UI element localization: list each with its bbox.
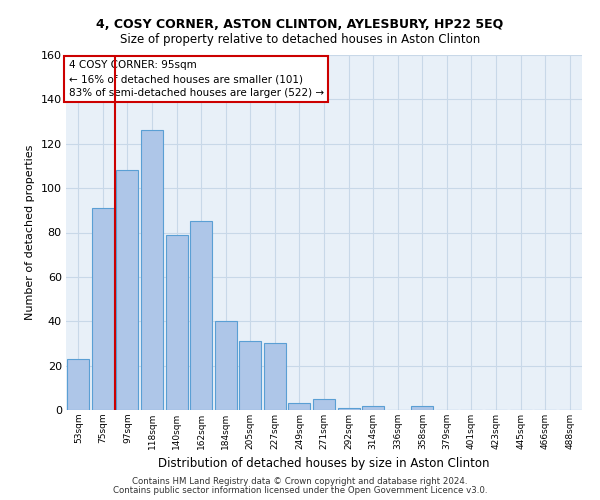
Bar: [264, 344, 286, 410]
X-axis label: Distribution of detached houses by size in Aston Clinton: Distribution of detached houses by size …: [158, 458, 490, 470]
Bar: [411, 406, 433, 410]
Bar: [362, 406, 384, 410]
Text: Contains public sector information licensed under the Open Government Licence v3: Contains public sector information licen…: [113, 486, 487, 495]
Bar: [141, 130, 163, 410]
Text: Contains HM Land Registry data © Crown copyright and database right 2024.: Contains HM Land Registry data © Crown c…: [132, 477, 468, 486]
Bar: [239, 341, 262, 410]
Bar: [338, 408, 359, 410]
Bar: [313, 399, 335, 410]
Text: 4, COSY CORNER, ASTON CLINTON, AYLESBURY, HP22 5EQ: 4, COSY CORNER, ASTON CLINTON, AYLESBURY…: [97, 18, 503, 30]
Bar: [190, 222, 212, 410]
Bar: [215, 322, 237, 410]
Bar: [289, 404, 310, 410]
Y-axis label: Number of detached properties: Number of detached properties: [25, 145, 35, 320]
Bar: [116, 170, 139, 410]
Bar: [166, 234, 188, 410]
Bar: [92, 208, 114, 410]
Text: Size of property relative to detached houses in Aston Clinton: Size of property relative to detached ho…: [120, 32, 480, 46]
Bar: [67, 359, 89, 410]
Text: 4 COSY CORNER: 95sqm
← 16% of detached houses are smaller (101)
83% of semi-deta: 4 COSY CORNER: 95sqm ← 16% of detached h…: [68, 60, 324, 98]
